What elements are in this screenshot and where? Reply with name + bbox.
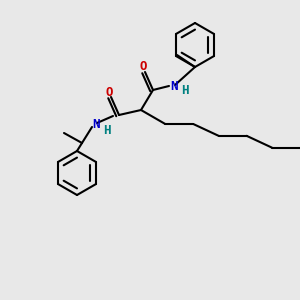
- Text: N: N: [92, 118, 100, 130]
- Text: N: N: [170, 80, 178, 92]
- Text: H: H: [103, 124, 111, 136]
- Text: O: O: [139, 61, 147, 74]
- Text: O: O: [105, 85, 113, 98]
- Text: H: H: [181, 85, 189, 98]
